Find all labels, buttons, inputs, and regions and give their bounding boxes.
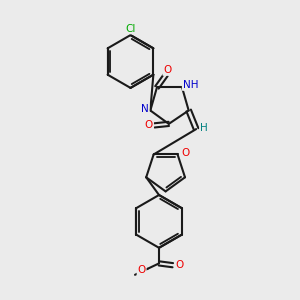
- Text: Cl: Cl: [125, 23, 136, 34]
- Text: O: O: [182, 148, 190, 158]
- Text: O: O: [137, 265, 146, 275]
- Text: NH: NH: [183, 80, 198, 90]
- Text: O: O: [163, 65, 172, 75]
- Text: O: O: [175, 260, 184, 270]
- Text: N: N: [141, 104, 149, 114]
- Text: O: O: [145, 120, 153, 130]
- Text: H: H: [200, 123, 208, 133]
